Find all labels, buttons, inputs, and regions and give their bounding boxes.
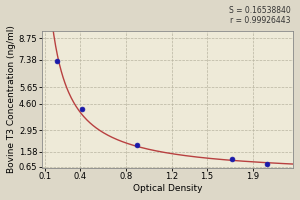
- Point: [264, 163, 269, 166]
- Point: [135, 144, 140, 147]
- Text: S = 0.16538840
r = 0.99926443: S = 0.16538840 r = 0.99926443: [229, 6, 291, 25]
- Y-axis label: Bovine T3 Concentration (ng/ml): Bovine T3 Concentration (ng/ml): [7, 26, 16, 173]
- Point: [230, 158, 234, 161]
- Point: [54, 59, 59, 63]
- X-axis label: Optical Density: Optical Density: [133, 184, 202, 193]
- Point: [80, 107, 84, 110]
